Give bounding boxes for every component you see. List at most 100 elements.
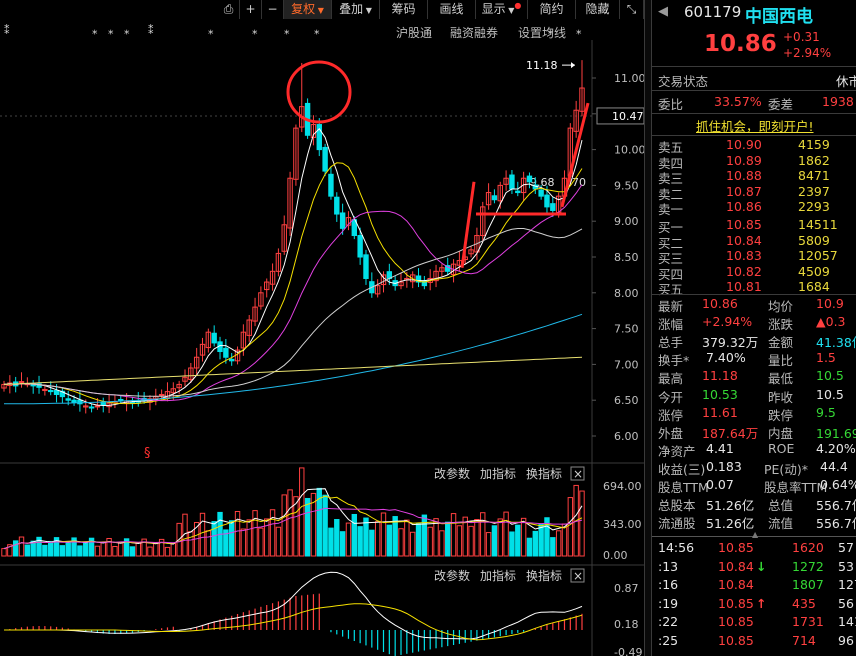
hide-button[interactable]: 隐藏 [576, 0, 620, 19]
fuquan-label: 复权 [291, 2, 316, 16]
stat-value: 44.4 [820, 458, 848, 474]
tick-price: 10.85 [718, 633, 754, 648]
zoom-in-button[interactable]: + [240, 0, 262, 19]
collapse-icon[interactable]: ▲ [752, 530, 759, 539]
volume-axis-tick: 343.00 [603, 518, 642, 531]
stat-value: 379.32万 [702, 335, 759, 351]
ask-level-label: 卖一 [658, 202, 684, 217]
macd-panel-close-icon[interactable]: × [573, 569, 583, 583]
tick-count: 141 [838, 614, 856, 630]
volume-bar [36, 536, 42, 557]
volume-bar [293, 496, 299, 557]
candle-body [293, 127, 299, 180]
candle-body [83, 405, 89, 408]
stat-label: 股息率TTM [764, 480, 828, 495]
annotation-circle [286, 60, 352, 124]
stock-stats: 最新 10.86 均价 10.9 涨幅 +2.94% 涨跌 ▲0.3 总手 379.32万 金额 41… [652, 296, 856, 532]
margin-trading-link[interactable]: 融资融券 [450, 26, 499, 40]
ma250-line [3, 356, 583, 385]
kline-chart[interactable]: 11.0010.5010.009.509.008.508.007.507.006… [0, 20, 644, 656]
chip-button[interactable]: 筹码 [380, 0, 428, 19]
candle-body [526, 175, 533, 183]
candle-body [439, 267, 445, 272]
volume-bar [450, 513, 457, 557]
volume-bar [42, 544, 48, 557]
candle-body [544, 194, 550, 208]
stat-value: 10.5 [816, 368, 844, 384]
candle-body [520, 177, 527, 194]
overlay-dropdown[interactable]: 叠加 ▼ [332, 0, 380, 19]
open-account-banner[interactable]: 抓住机会，即刻开户! [696, 119, 814, 134]
volume-bar [129, 546, 136, 557]
tick-time: :13 [658, 558, 679, 574]
volume-panel-params-button[interactable]: 改参数 [434, 466, 470, 481]
panel-splitter[interactable] [644, 0, 652, 656]
volume-bar [404, 519, 410, 557]
fuquan-dropdown[interactable]: 复权 ▼ [284, 0, 332, 19]
candle-body [176, 383, 182, 389]
zoom-out-button[interactable]: − [262, 0, 284, 19]
ask-volume: 8471 [798, 168, 830, 183]
expand-icon[interactable]: ⤡ [620, 0, 644, 19]
bid-volume: 14511 [798, 217, 838, 232]
volume-bar [71, 537, 77, 557]
ask-price: 10.90 [726, 137, 762, 152]
volume-bar [94, 545, 101, 557]
volume-bar [77, 545, 83, 557]
volume-bar [176, 522, 182, 557]
lock-icon[interactable]: ⎙ [218, 0, 240, 19]
ma-settings-link[interactable]: 设置均线 [518, 26, 567, 40]
volume-bar [497, 518, 503, 557]
volume-bar [491, 525, 498, 557]
volume-bar [515, 524, 521, 557]
volume-panel-close-icon[interactable]: × [573, 467, 583, 481]
candle-body [18, 381, 25, 384]
stat-label: 总值 [768, 498, 794, 514]
bid-volume: 4509 [798, 263, 830, 279]
volume-panel-switch-indicator-button[interactable]: 换指标 [526, 466, 562, 481]
volume-bar [199, 512, 206, 557]
macd-panel-params-button[interactable]: 改参数 [434, 568, 470, 583]
back-icon[interactable]: ◀ [658, 4, 668, 19]
candle-body [1, 383, 7, 389]
volume-bar [351, 513, 358, 557]
weibi-label: 委比 [658, 97, 684, 112]
hk-connect-link[interactable]: 沪股通 [396, 26, 433, 40]
stat-value: 10.53 [702, 386, 738, 402]
candle-body [398, 281, 404, 287]
volume-bar [357, 526, 363, 557]
volume-axis-tick: 0.00 [603, 549, 628, 562]
draw-line-button[interactable]: 画线 [428, 0, 476, 19]
volume-bar [182, 513, 188, 557]
candle-body [71, 399, 77, 403]
candle-body [509, 174, 515, 190]
volume-bar [269, 509, 276, 557]
ask-volume: 4159 [798, 137, 830, 152]
macd-dea-line [4, 603, 583, 641]
candle-body [94, 405, 101, 408]
price-axis-tick: 8.50 [614, 251, 639, 264]
volume-bar [409, 531, 416, 557]
volume-panel-add-indicator-button[interactable]: 加指标 [480, 466, 516, 481]
tick-list: 14:56 10.85 1620 57:13 10.84 ↓ 1272 53:16 10.84 1… [652, 540, 856, 656]
volume-bar [18, 536, 25, 557]
volume-bar [310, 492, 317, 557]
candle-body [485, 192, 492, 206]
candle-body [415, 275, 422, 283]
stat-label: 内盘 [768, 425, 794, 441]
bid-price: 10.81 [726, 279, 762, 294]
volume-bar [509, 531, 515, 557]
stock-code: 601179 [684, 3, 742, 21]
volume-bar [30, 540, 36, 557]
order-book: 卖五 10.90 4159 卖四 10.89 1862 卖三 10.88 8471 卖二 10.87… [652, 137, 856, 297]
volume-bar [363, 517, 369, 557]
stat-value: 10.86 [702, 296, 738, 311]
stat-value: 187.64万 [702, 425, 759, 441]
macd-panel-close-box [570, 568, 585, 583]
display-dropdown[interactable]: 显示 ▼● [476, 0, 528, 19]
macd-panel-switch-indicator-button[interactable]: 换指标 [526, 568, 562, 583]
volume-axis-tick: 694.00 [603, 480, 642, 493]
macd-panel-add-indicator-button[interactable]: 加指标 [480, 568, 516, 583]
simple-button[interactable]: 简约 [528, 0, 576, 19]
volume-bar [392, 516, 398, 557]
